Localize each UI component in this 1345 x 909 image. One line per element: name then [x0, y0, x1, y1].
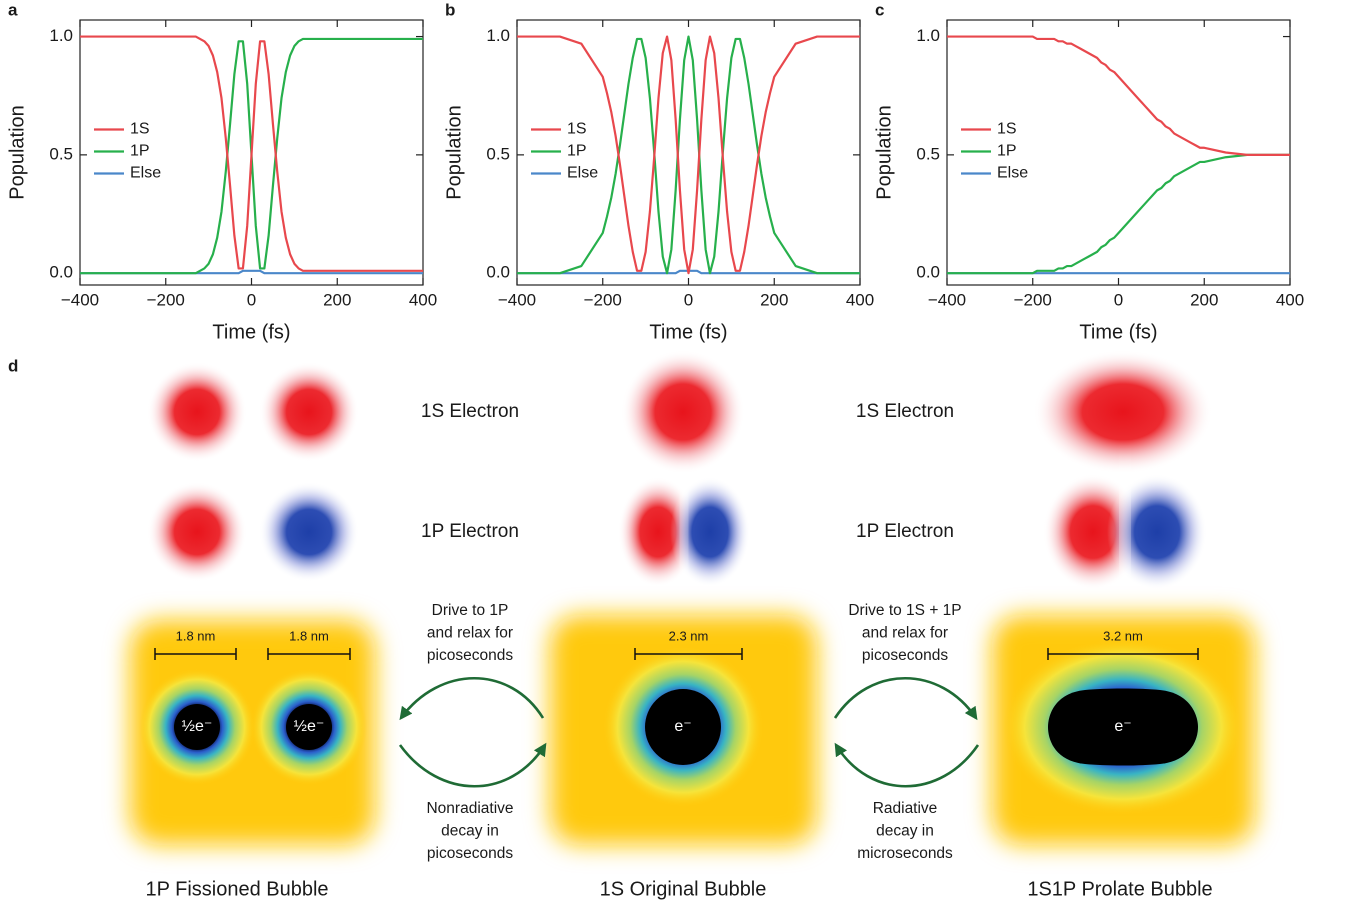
node-gap	[681, 470, 687, 595]
x-tick-label: 200	[1190, 290, 1218, 309]
legend-label: Else	[130, 165, 161, 182]
legend-label: 1S	[997, 121, 1017, 138]
series-line	[947, 153, 1290, 275]
transition-text: Drive to 1P	[432, 602, 509, 619]
x-tick-label: −200	[584, 290, 622, 309]
x-tick-label: −400	[61, 290, 99, 309]
y-tick-label: 1.0	[49, 26, 73, 45]
y-tick-label: 0.0	[486, 263, 510, 282]
bubble-label: ½e⁻	[182, 718, 213, 735]
transition-text: microseconds	[857, 845, 953, 862]
y-tick-label: 1.0	[916, 26, 940, 45]
transition-text: Radiative	[873, 800, 938, 817]
orbital	[621, 350, 745, 474]
panel-label: c	[875, 0, 884, 19]
orbital-label: 1S Electron	[856, 401, 954, 422]
transition-arrow	[834, 742, 980, 788]
orbital	[147, 482, 247, 582]
legend-label: 1P	[130, 143, 150, 160]
bubble-caption: 1P Fissioned Bubble	[145, 878, 328, 900]
transition-text: Drive to 1S + 1P	[848, 602, 961, 619]
scale-label: 1.8 nm	[176, 628, 216, 643]
bubble-caption: 1S Original Bubble	[600, 878, 767, 900]
orbital	[1033, 350, 1213, 474]
transition-arrow	[398, 742, 547, 788]
orbital-label: 1P Electron	[421, 521, 519, 542]
orbital	[670, 477, 750, 587]
panel-label: d	[8, 356, 18, 375]
series-line	[517, 35, 860, 275]
transition-arrow	[833, 677, 978, 721]
x-tick-label: 0	[247, 290, 256, 309]
legend-label: 1S	[130, 121, 150, 138]
panel-label: b	[445, 0, 455, 19]
scale-label: 1.8 nm	[289, 628, 329, 643]
transition-text: Nonradiative	[426, 800, 513, 817]
bubble-core	[286, 704, 332, 750]
node-gap	[1121, 470, 1129, 595]
series-line	[517, 35, 860, 275]
scale-label: 3.2 nm	[1103, 628, 1143, 643]
y-tick-label: 0.5	[49, 144, 73, 163]
transition-arrow	[399, 677, 545, 721]
y-tick-label: 0.5	[916, 144, 940, 163]
transition-text: picoseconds	[862, 647, 948, 664]
y-axis-label: Population	[873, 105, 895, 200]
y-tick-label: 0.0	[916, 263, 940, 282]
bubble-label: e⁻	[1114, 718, 1131, 735]
orbital	[1107, 474, 1207, 590]
bubble-core	[1048, 688, 1198, 766]
x-axis-label: Time (fs)	[212, 321, 290, 343]
x-tick-label: 0	[684, 290, 693, 309]
x-axis-label: Time (fs)	[649, 321, 727, 343]
panel-label: a	[8, 0, 18, 19]
x-tick-label: 200	[760, 290, 788, 309]
bubble-core	[174, 704, 220, 750]
orbital	[147, 362, 247, 462]
scale-label: 2.3 nm	[669, 628, 709, 643]
bubble-core	[645, 689, 721, 765]
x-tick-label: 400	[409, 290, 437, 309]
series-line	[947, 35, 1290, 156]
x-tick-label: 0	[1114, 290, 1123, 309]
x-tick-label: 400	[846, 290, 874, 309]
x-tick-label: −200	[1014, 290, 1052, 309]
y-tick-label: 0.5	[486, 144, 510, 163]
transition-text: and relax for	[427, 625, 513, 642]
orbital-label: 1S Electron	[421, 401, 519, 422]
transition-text: decay in	[876, 823, 934, 840]
orbital	[259, 482, 359, 582]
x-tick-label: 400	[1276, 290, 1304, 309]
x-tick-label: 200	[323, 290, 351, 309]
x-tick-label: −400	[498, 290, 536, 309]
transition-text: picoseconds	[427, 845, 513, 862]
x-tick-label: −400	[928, 290, 966, 309]
y-axis-label: Population	[6, 105, 28, 200]
series-line	[80, 35, 423, 272]
orbital	[259, 362, 359, 462]
y-tick-label: 0.0	[49, 263, 73, 282]
transition-text: decay in	[441, 823, 499, 840]
legend-label: 1P	[567, 143, 587, 160]
x-axis-label: Time (fs)	[1079, 321, 1157, 343]
y-axis-label: Population	[443, 105, 465, 200]
legend-label: Else	[567, 165, 598, 182]
bubble-label: ½e⁻	[294, 718, 325, 735]
bubble-caption: 1S1P Prolate Bubble	[1027, 878, 1212, 900]
y-tick-label: 1.0	[486, 26, 510, 45]
orbital-label: 1P Electron	[856, 521, 954, 542]
legend-label: Else	[997, 165, 1028, 182]
bubble-label: e⁻	[674, 718, 691, 735]
legend-label: 1P	[997, 143, 1017, 160]
x-tick-label: −200	[147, 290, 185, 309]
transition-text: and relax for	[862, 625, 948, 642]
legend-label: 1S	[567, 121, 587, 138]
transition-text: picoseconds	[427, 647, 513, 664]
